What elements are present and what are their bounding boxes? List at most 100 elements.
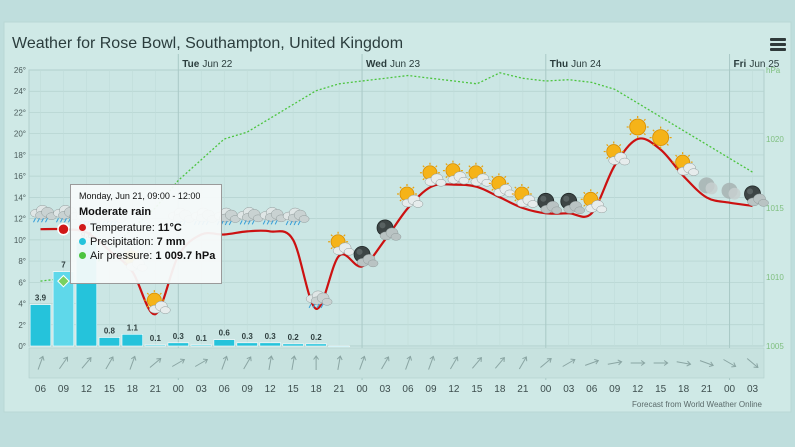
- tooltip-precipitation-value: 7 mm: [156, 236, 186, 248]
- wind-arrow-icon: [653, 360, 669, 366]
- precipitation-bar[interactable]: [52, 271, 75, 347]
- precipitation-bar[interactable]: [328, 345, 350, 348]
- sun-icon: [649, 126, 672, 149]
- day-label-weekday: Tue: [182, 59, 199, 70]
- x-tick-label: 21: [701, 384, 713, 395]
- tooltip-pressure-label: Air pressure:: [90, 250, 153, 262]
- x-tick-label: 06: [586, 384, 598, 395]
- wind-arrow-icon: [129, 355, 137, 370]
- day-separators: [177, 54, 731, 380]
- tooltip-precipitation-row: Precipitation: 7 mm: [79, 236, 213, 248]
- precipitation-label: 0.2: [311, 333, 323, 342]
- temperature-dot-icon: [79, 224, 86, 231]
- precipitation-bar[interactable]: [98, 337, 121, 347]
- day-label-weekday: Fri: [734, 59, 747, 70]
- precipitation-bar[interactable]: [259, 342, 281, 347]
- y-tick-label: 12°: [14, 215, 26, 224]
- y-tick-label: 14°: [14, 193, 26, 202]
- wind-arrow-icon: [676, 360, 692, 367]
- rain-icon: [30, 204, 57, 223]
- precipitation-label: 3.9: [35, 294, 47, 303]
- precipitation-bar[interactable]: [29, 304, 52, 347]
- pressure-tick-label: hPa: [766, 66, 781, 75]
- pressure-dot-icon: [79, 252, 86, 259]
- temperature-hover-marker: [57, 222, 70, 236]
- wind-arrow-icon: [313, 355, 320, 370]
- tooltip-pressure-value: 1 009.7 hPa: [155, 250, 216, 262]
- wind-arrow-icon: [243, 356, 252, 370]
- precipitation-bar[interactable]: [213, 339, 235, 347]
- x-tick-label: 12: [448, 384, 460, 395]
- precipitation-label: 0.1: [150, 334, 162, 343]
- x-tick-label: 06: [219, 384, 231, 395]
- day-label-date: Jun 22: [202, 59, 232, 70]
- wind-arrow-icon: [81, 356, 92, 369]
- y-tick-label: 22°: [14, 108, 26, 117]
- pressure-tick-label: 1015: [766, 204, 784, 213]
- y-tick-label: 18°: [14, 151, 26, 160]
- x-tick-label: 00: [540, 384, 552, 395]
- x-tick-label: 03: [379, 384, 391, 395]
- tooltip-temperature-label: Temperature:: [90, 222, 155, 234]
- y-tick-label: 10°: [14, 236, 26, 245]
- day-label-date: Jun 25: [749, 59, 779, 70]
- fog-icon: [721, 182, 741, 200]
- wind-arrow-icon: [336, 355, 343, 370]
- chart-title: Weather for Rose Bowl, Southampton, Unit…: [12, 35, 403, 52]
- x-tick-label: 15: [104, 384, 116, 395]
- wind-arrow-icon: [494, 356, 505, 369]
- precipitation-bar[interactable]: [190, 344, 212, 347]
- day-label-date: Jun 24: [571, 59, 601, 70]
- wind-arrow-icon: [562, 358, 576, 367]
- x-tick-label: 09: [242, 384, 254, 395]
- sun-cloud-icon: [396, 184, 424, 208]
- night-cloud-icon: [560, 192, 586, 215]
- sun-cloud-icon: [442, 160, 470, 185]
- x-tick-label: 15: [288, 384, 300, 395]
- precipitation-label: 0.8: [104, 327, 116, 336]
- y-tick-label: 4°: [18, 300, 26, 309]
- x-tick-label: 09: [58, 384, 70, 395]
- x-tick-label: 18: [678, 384, 690, 395]
- hamburger-menu-icon[interactable]: [770, 38, 786, 52]
- wind-arrow-icon: [171, 358, 186, 367]
- sun-cloud-icon: [488, 173, 516, 198]
- day-label: Tue Jun 22: [182, 59, 233, 70]
- precipitation-bar[interactable]: [144, 344, 166, 347]
- credit-text: Forecast from World Weather Online: [632, 400, 763, 409]
- wind-arrow-icon: [630, 360, 646, 366]
- wind-arrow-icon: [37, 355, 45, 370]
- sun-icon: [626, 116, 649, 138]
- x-tick-label: 12: [265, 384, 277, 395]
- precipitation-label: 0.3: [265, 332, 277, 341]
- x-tick-label: 18: [494, 384, 506, 395]
- tooltip-temperature-value: 11°C: [157, 222, 182, 234]
- precipitation-bar[interactable]: [282, 343, 304, 347]
- pressure-tick-label: 1010: [766, 273, 784, 282]
- precipitation-bar[interactable]: [121, 334, 143, 347]
- precipitation-label: 0.2: [288, 333, 300, 342]
- pressure-tick-label: 1005: [766, 342, 784, 351]
- precipitation-bar[interactable]: [305, 343, 327, 347]
- wind-arrow-icon: [381, 356, 390, 370]
- pressure-hover-marker: [57, 274, 70, 288]
- sun-cloud-icon: [465, 162, 493, 187]
- precipitation-label: 7: [61, 261, 66, 270]
- wind-arrow-icon: [699, 360, 714, 368]
- sun-cloud-icon: [672, 152, 699, 176]
- x-tick-label: 09: [609, 384, 621, 395]
- y-tick-label: 2°: [18, 321, 26, 330]
- wind-arrow-icon: [607, 359, 623, 366]
- x-tick-label: 15: [471, 384, 483, 395]
- y-tick-label: 24°: [14, 87, 26, 96]
- tooltip-description: Moderate rain: [79, 206, 152, 218]
- wind-arrow-icon: [405, 355, 413, 370]
- x-tick-label: 21: [334, 384, 346, 395]
- fog-icon: [698, 177, 718, 195]
- precipitation-bar[interactable]: [167, 342, 189, 347]
- precipitation-label: 0.1: [196, 334, 208, 343]
- y-tick-label: 20°: [14, 130, 26, 139]
- x-tick-label: 03: [196, 384, 208, 395]
- tooltip: Monday, Jun 21, 09:00 - 12:00 Moderate r…: [70, 184, 222, 284]
- precipitation-bar[interactable]: [236, 342, 258, 347]
